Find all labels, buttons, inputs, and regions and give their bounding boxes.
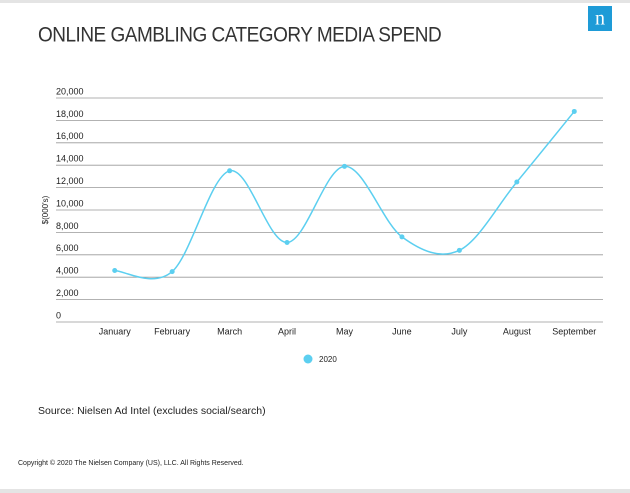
y-tick-label: 4,000 bbox=[56, 266, 79, 276]
x-tick-label: March bbox=[217, 326, 242, 336]
y-tick-label: 14,000 bbox=[56, 154, 84, 164]
y-tick-label: 8,000 bbox=[56, 221, 79, 231]
point bbox=[227, 168, 233, 174]
point bbox=[399, 234, 405, 240]
point bbox=[456, 247, 462, 253]
point bbox=[284, 239, 290, 245]
y-tick-label: 10,000 bbox=[56, 198, 84, 208]
point bbox=[571, 108, 577, 114]
logo: n bbox=[595, 8, 605, 30]
x-tick-label: January bbox=[99, 326, 132, 336]
y-tick-label: 18,000 bbox=[56, 109, 84, 119]
x-tick-label: August bbox=[503, 326, 532, 336]
source: Source: Nielsen Ad Intel (excludes socia… bbox=[38, 405, 266, 417]
y-axis-label: $(000's) bbox=[41, 195, 50, 224]
point bbox=[112, 267, 118, 273]
legend-label: 2020 bbox=[319, 355, 337, 364]
y-tick-label: 0 bbox=[56, 310, 61, 320]
copyright: Copyright © 2020 The Nielsen Company (US… bbox=[18, 459, 244, 467]
point bbox=[342, 163, 347, 169]
legend-marker bbox=[303, 354, 313, 364]
x-tick-label: September bbox=[552, 326, 596, 336]
x-tick-label: July bbox=[451, 326, 468, 336]
point bbox=[514, 179, 520, 185]
bottom-band bbox=[0, 489, 630, 493]
point bbox=[169, 269, 175, 275]
chart-title: ONLINE GAMBLING CATEGORY MEDIA SPEND bbox=[38, 24, 441, 47]
x-tick-label: May bbox=[336, 326, 354, 336]
x-tick-label: June bbox=[392, 326, 412, 336]
y-tick-label: 20,000 bbox=[56, 86, 84, 96]
top-band bbox=[0, 0, 630, 3]
x-tick-label: February bbox=[154, 326, 191, 336]
y-tick-label: 12,000 bbox=[56, 176, 84, 186]
x-tick-label: April bbox=[278, 326, 296, 336]
y-tick-label: 2,000 bbox=[56, 288, 79, 298]
line bbox=[114, 110, 575, 280]
logo-box bbox=[588, 6, 612, 31]
y-tick-label: 6,000 bbox=[56, 243, 79, 253]
y-tick-label: 16,000 bbox=[56, 131, 84, 141]
